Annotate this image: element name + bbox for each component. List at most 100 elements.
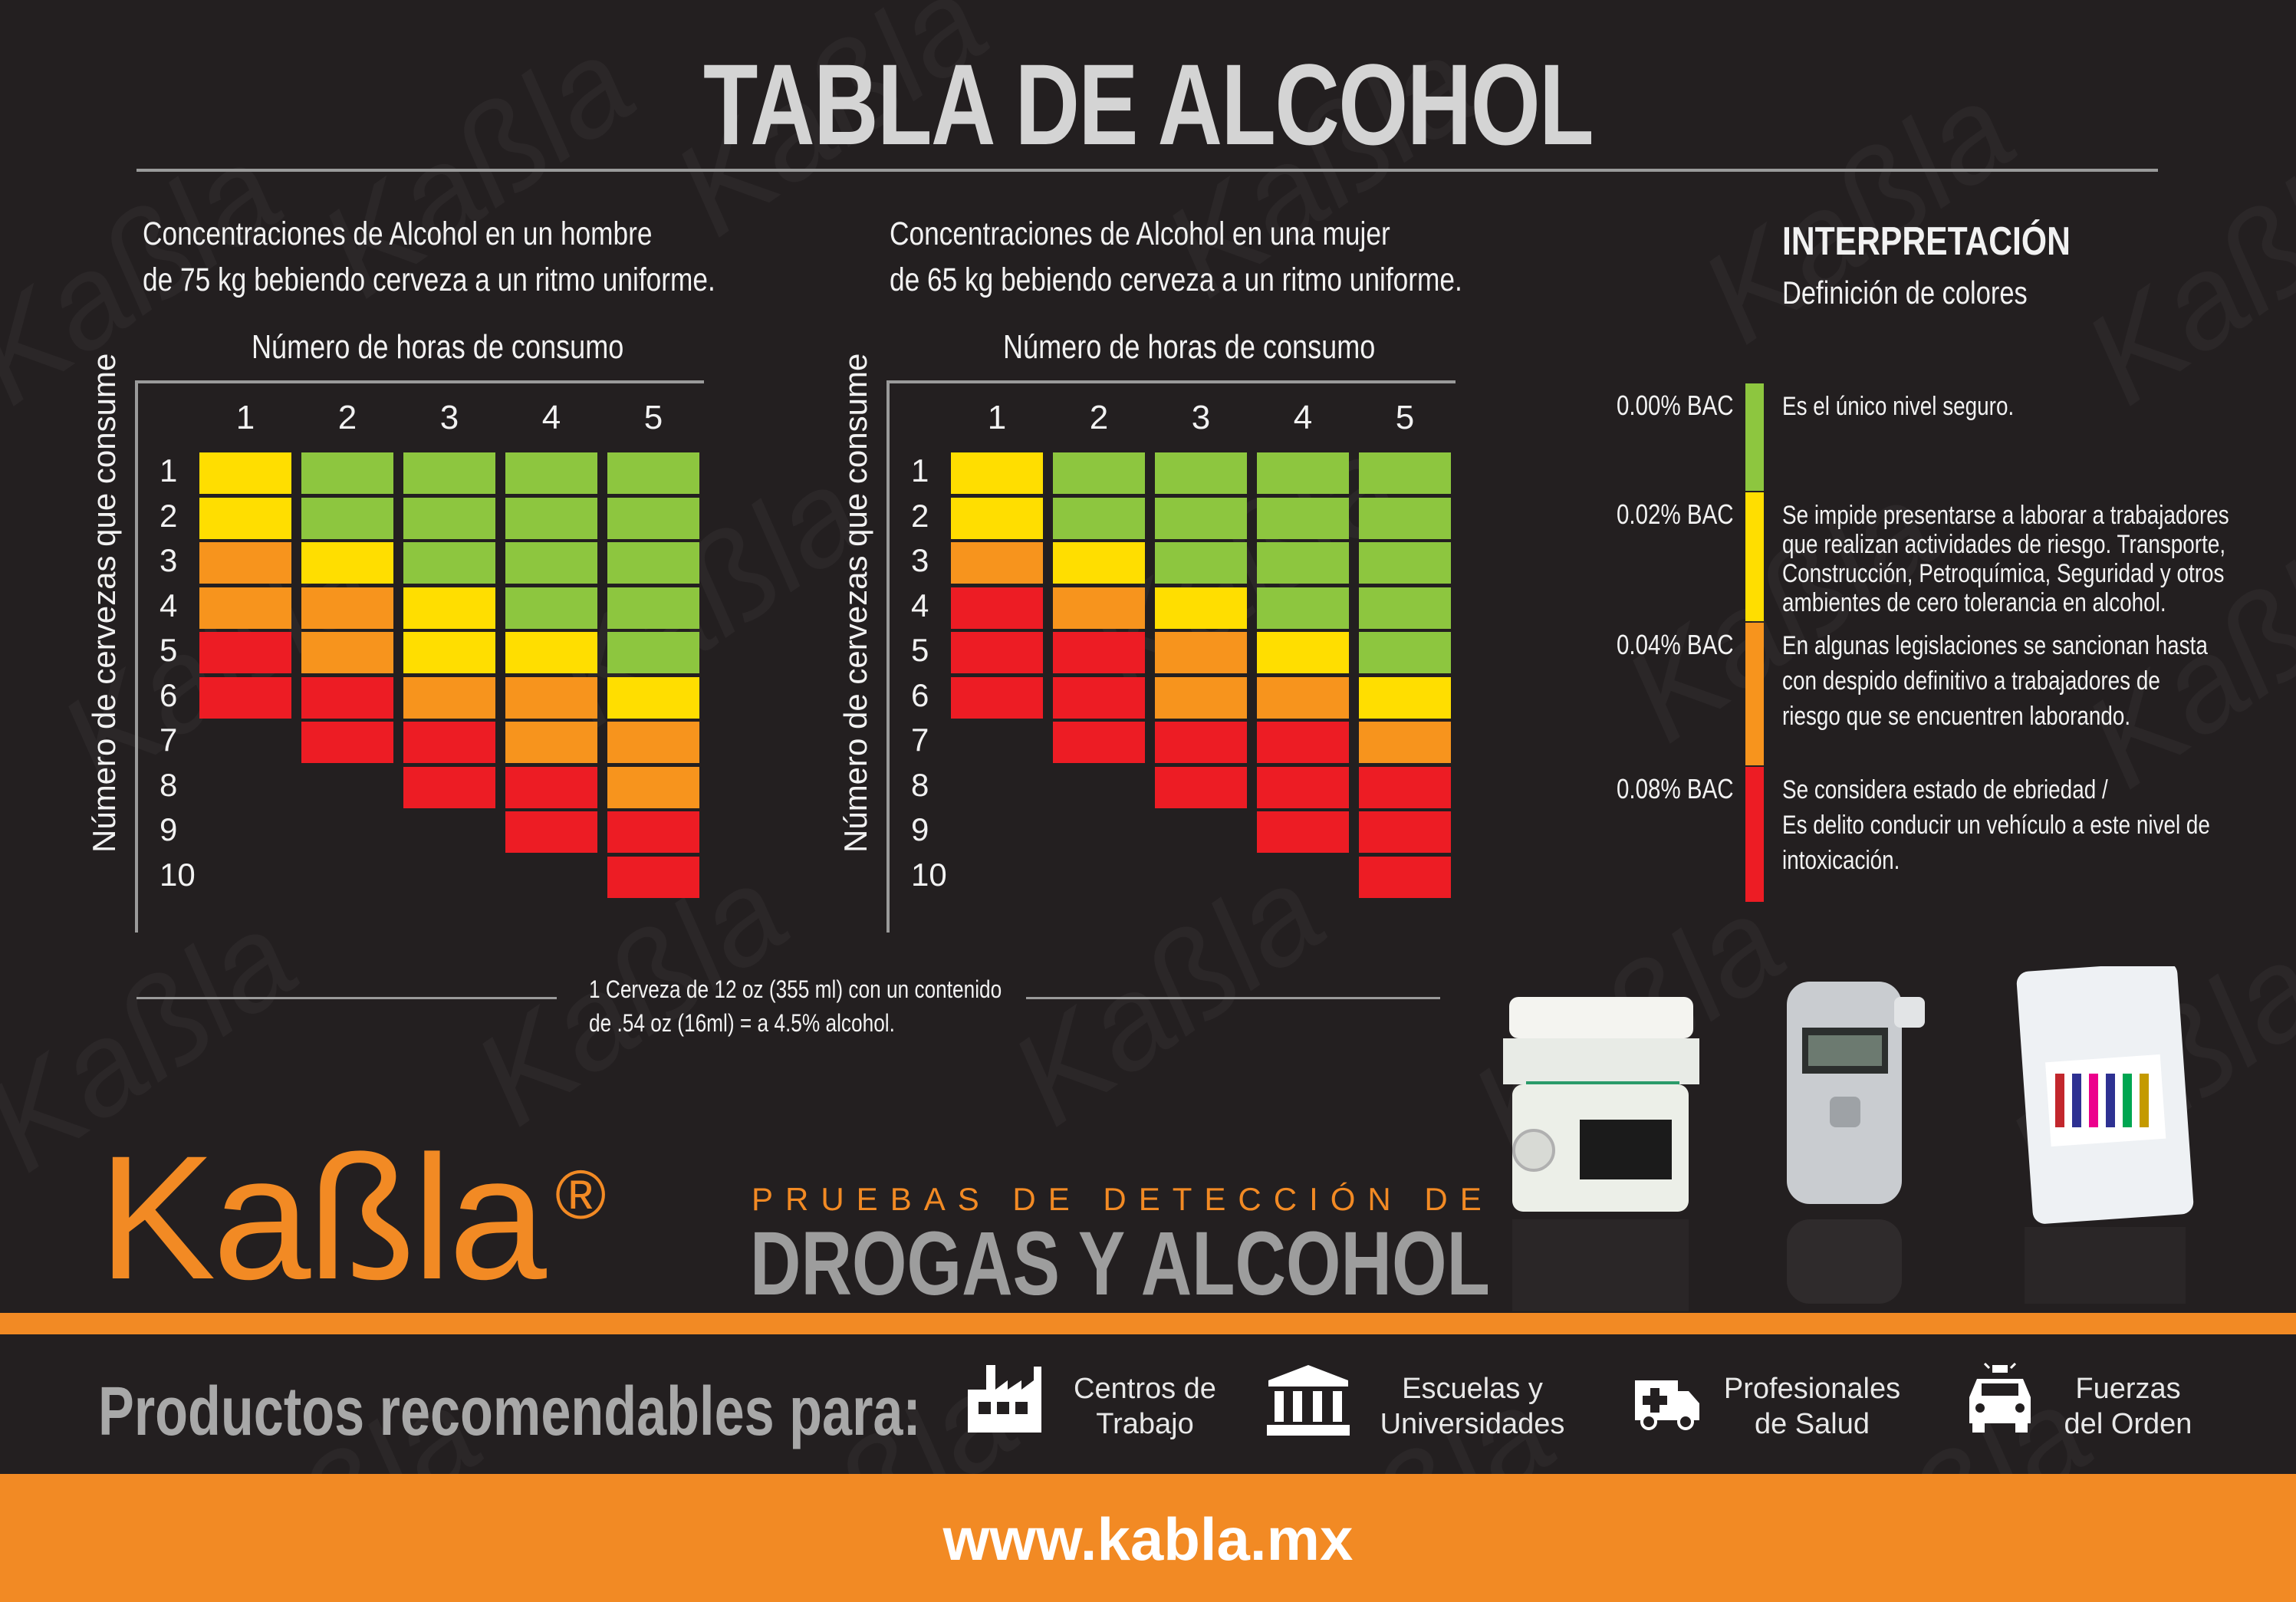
men-bac-cell xyxy=(505,811,597,853)
men-beer-label: 8 xyxy=(160,766,178,803)
women-caption-line2: de 65 kg bebiendo cerveza a un ritmo uni… xyxy=(890,262,1462,298)
note-divider-left xyxy=(137,997,557,999)
women-caption-line1: Concentraciones de Alcohol en una mujer xyxy=(890,215,1390,252)
men-bac-cell xyxy=(301,497,393,539)
women-bac-cell xyxy=(951,497,1043,539)
test-card-image xyxy=(2016,966,2194,1304)
women-hour-label: 5 xyxy=(1395,399,1415,436)
watermark-text: Kaßla xyxy=(985,837,1349,1153)
bac-color-bar xyxy=(1745,767,1764,902)
registered-mark: ® xyxy=(555,1157,607,1234)
men-left-axis xyxy=(135,380,138,933)
interpretation-subtitle: Definición de colores xyxy=(1782,275,2028,311)
bac-color-bar xyxy=(1745,383,1764,491)
school-icon xyxy=(1267,1365,1350,1436)
men-bac-cell xyxy=(607,452,699,494)
men-bac-cell xyxy=(607,497,699,539)
women-beer-label: 5 xyxy=(911,632,929,668)
women-top-axis xyxy=(888,380,1456,383)
men-hour-label: 1 xyxy=(235,399,255,436)
men-bac-cell xyxy=(505,632,597,673)
women-bac-cell xyxy=(1155,587,1247,629)
women-bac-cell xyxy=(1359,676,1451,719)
women-beer-label: 7 xyxy=(911,722,929,758)
men-bac-cell xyxy=(301,676,393,719)
women-y-axis-label: Número de cervezas que consume xyxy=(837,353,873,853)
men-bac-cell xyxy=(301,542,393,584)
women-beer-label: 2 xyxy=(911,497,929,534)
women-hour-label: 4 xyxy=(1293,399,1313,436)
men-bac-cell xyxy=(607,722,699,763)
women-bac-cell xyxy=(1359,452,1451,494)
women-bac-cell xyxy=(1359,722,1451,763)
women-bac-cell xyxy=(1359,856,1451,898)
women-bac-cell xyxy=(1359,542,1451,584)
category-schools-line1: Escuelas y xyxy=(1402,1373,1543,1405)
men-bac-cell xyxy=(607,632,699,673)
category-police: Fuerzas del Orden xyxy=(2040,1371,2216,1442)
women-bac-cell xyxy=(1257,811,1349,853)
women-bac-cell xyxy=(1155,722,1247,763)
factory-icon xyxy=(968,1365,1041,1433)
women-hour-label: 2 xyxy=(1089,399,1109,436)
men-beer-label: 4 xyxy=(160,587,178,623)
women-bac-cell xyxy=(1155,676,1247,719)
men-bac-cell xyxy=(199,632,291,673)
women-beer-label: 4 xyxy=(911,587,929,623)
men-bac-cell xyxy=(403,766,495,808)
men-bac-cell xyxy=(403,497,495,539)
men-bac-cell xyxy=(505,542,597,584)
note-line2: de .54 oz (16ml) = a 4.5% alcohol. xyxy=(589,1009,895,1037)
men-bac-cell xyxy=(607,676,699,719)
men-beer-label: 1 xyxy=(160,452,178,488)
men-hour-label: 4 xyxy=(541,399,561,436)
men-beer-label: 10 xyxy=(160,856,196,893)
women-bac-cell xyxy=(1053,497,1145,539)
men-bac-cell xyxy=(505,587,597,629)
women-bac-cell xyxy=(1053,722,1145,763)
women-bac-cell xyxy=(951,587,1043,629)
women-bac-cell xyxy=(951,452,1043,494)
watermark-text: Kaßla xyxy=(2059,117,2296,433)
category-police-line1: Fuerzas xyxy=(2075,1373,2181,1405)
bac-description-line: con despido definitivo a trabajadores de xyxy=(1782,666,2160,696)
men-bac-cell xyxy=(607,856,699,898)
note-line1: 1 Cerveza de 12 oz (355 ml) con un conte… xyxy=(589,975,1002,1003)
category-schools: Escuelas y Universidades xyxy=(1365,1371,1580,1442)
men-bac-cell xyxy=(607,766,699,808)
men-bac-cell xyxy=(199,676,291,719)
tagline-big: DROGAS Y ALCOHOL xyxy=(750,1213,1490,1314)
women-bac-cell xyxy=(1155,632,1247,673)
category-health: Profesionales de Salud xyxy=(1709,1371,1916,1442)
women-beer-label: 6 xyxy=(911,676,929,713)
website-link[interactable]: www.kabla.mx xyxy=(942,1505,1354,1573)
men-bac-cell xyxy=(403,587,495,629)
men-hour-label: 3 xyxy=(439,399,459,436)
women-beer-label: 3 xyxy=(911,542,929,578)
ambulance-icon xyxy=(1635,1380,1699,1430)
men-bac-cell xyxy=(199,542,291,584)
women-bac-cell xyxy=(1359,811,1451,853)
men-caption-line1: Concentraciones de Alcohol en un hombre xyxy=(143,215,653,252)
women-bac-cell xyxy=(1257,542,1349,584)
bac-level-label: 0.02% BAC xyxy=(1617,498,1734,530)
men-top-axis xyxy=(137,380,704,383)
bac-level-label: 0.00% BAC xyxy=(1617,390,1734,421)
women-bac-cell xyxy=(1053,676,1145,719)
women-beer-label: 8 xyxy=(911,766,929,803)
women-hour-label: 3 xyxy=(1191,399,1211,436)
category-health-line2: de Salud xyxy=(1754,1408,1870,1440)
women-bac-cell xyxy=(1155,497,1247,539)
category-schools-line2: Universidades xyxy=(1380,1408,1565,1440)
men-bac-cell xyxy=(607,542,699,584)
men-y-axis-label: Número de cervezas que consume xyxy=(86,353,122,853)
men-bac-cell xyxy=(403,542,495,584)
bac-description-line: Se considera estado de ebriedad / xyxy=(1782,775,2108,804)
women-hour-label: 1 xyxy=(987,399,1007,436)
men-hour-label: 2 xyxy=(337,399,357,436)
women-bac-cell xyxy=(1257,722,1349,763)
men-beer-label: 2 xyxy=(160,497,178,534)
men-beer-label: 6 xyxy=(160,676,178,713)
men-beer-label: 7 xyxy=(160,722,178,758)
